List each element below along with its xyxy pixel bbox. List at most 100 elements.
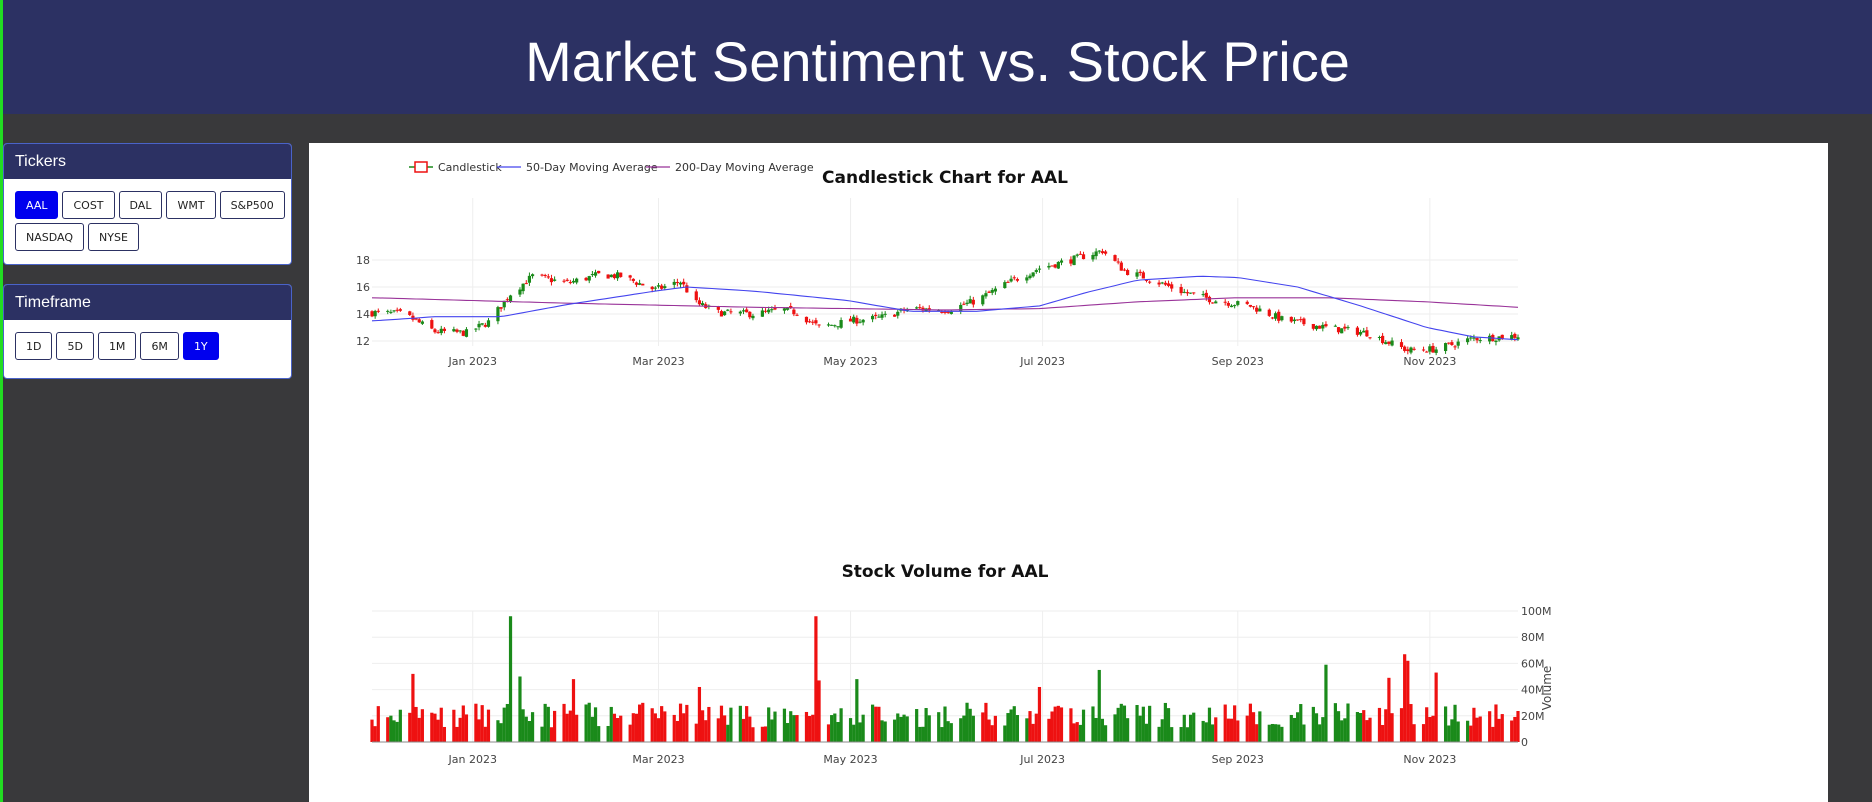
candle-body <box>1126 270 1130 276</box>
timeframe-button-1y[interactable]: 1Y <box>182 332 219 360</box>
volume-bar <box>414 706 418 742</box>
ticker-button-aal[interactable]: AAL <box>15 191 59 219</box>
volume-bar <box>1236 720 1240 742</box>
volume-bar <box>839 708 843 742</box>
candle-body <box>855 317 859 324</box>
app-header: Market Sentiment vs. Stock Price <box>3 0 1872 114</box>
volume-bar <box>918 726 922 742</box>
volume-bar <box>1059 707 1064 742</box>
volume-chart[interactable]: Stock Volume for AAL 0 20M 40M 60M 80M 100M Vol… <box>309 478 1828 802</box>
volume-bar <box>719 705 724 742</box>
volume-bar <box>628 724 632 742</box>
ticker-button-nyse[interactable]: NYSE <box>88 223 139 251</box>
candle-body <box>477 323 481 328</box>
candle-body <box>1141 272 1145 279</box>
y-tick-label: 12 <box>356 335 370 348</box>
volume-bar <box>738 705 742 742</box>
candle-body <box>1207 296 1212 303</box>
volume-bar <box>1472 707 1476 742</box>
timeframe-button-1m[interactable]: 1M <box>97 332 137 360</box>
volume-bar <box>1226 718 1230 742</box>
candle-body <box>1488 335 1492 342</box>
volume-bar <box>741 718 746 742</box>
candle-body <box>1091 254 1095 260</box>
candle-body <box>1355 327 1360 335</box>
ticker-button-cost[interactable]: COST <box>62 191 115 219</box>
volume-bar <box>924 708 928 742</box>
volume-bar <box>408 712 412 742</box>
volume-bar <box>1006 713 1010 742</box>
volume-bar <box>452 709 456 742</box>
candle-body <box>826 324 831 326</box>
candle-body <box>1059 260 1064 263</box>
volume-bar <box>874 706 878 742</box>
candle-body <box>1358 331 1363 335</box>
candle-body <box>962 303 966 305</box>
volume-x-tick-label: Nov 2023 <box>1403 753 1456 766</box>
x-tick-label: May 2023 <box>823 355 877 368</box>
volume-bar <box>1170 727 1174 742</box>
ticker-button-wmt[interactable]: WMT <box>166 191 216 219</box>
volume-bar <box>893 719 897 742</box>
ticker-button-nasdaq[interactable]: NASDAQ <box>15 223 85 251</box>
candle-body <box>543 275 547 277</box>
timeframe-button-1d[interactable]: 1D <box>15 332 53 360</box>
volume-bar <box>675 720 679 742</box>
volume-bar <box>1009 709 1013 742</box>
volume-bar <box>543 703 547 742</box>
volume-bar <box>634 713 639 742</box>
volume-bar <box>1343 718 1347 742</box>
candle-body <box>1037 268 1042 270</box>
candle-body <box>940 311 944 313</box>
volume-bar <box>455 726 459 742</box>
ticker-button-sandp500[interactable]: S&P500 <box>219 191 285 219</box>
volume-bar <box>568 710 572 742</box>
volume-bar <box>1399 708 1404 742</box>
volume-bar <box>1188 714 1193 742</box>
candlestick-chart[interactable]: Candlestick Chart for AAL 12 14 16 18 Jan 202… <box>309 143 1828 473</box>
candle-body <box>1513 333 1517 338</box>
candle-body <box>568 282 572 284</box>
candle-body <box>392 310 396 312</box>
candle-body <box>1160 282 1164 284</box>
volume-bar <box>474 703 478 742</box>
volume-bar <box>1144 723 1149 742</box>
volume-bar <box>700 710 705 742</box>
candle-body <box>1047 265 1051 268</box>
volume-bar <box>1248 703 1252 742</box>
candle-body <box>971 299 975 305</box>
candle-body <box>1034 270 1038 272</box>
candle-body <box>1311 323 1315 329</box>
volume-bar <box>704 720 708 742</box>
volume-bar <box>795 715 799 742</box>
ticker-button-dal[interactable]: DAL <box>118 191 163 219</box>
candle-body <box>965 302 969 304</box>
candle-body <box>458 330 462 332</box>
candle-body <box>700 303 705 306</box>
candle-body <box>792 309 796 315</box>
candle-body <box>1390 340 1394 346</box>
candle-body <box>1324 324 1328 327</box>
volume-bar <box>723 715 727 742</box>
x-tick-label: Mar 2023 <box>632 355 684 368</box>
timeframe-button-6m[interactable]: 6M <box>140 332 179 360</box>
volume-bar <box>848 718 853 742</box>
ma200-line <box>371 297 1519 311</box>
candle-body <box>1182 291 1186 293</box>
candle-body <box>1100 251 1105 254</box>
candle-body <box>685 285 689 293</box>
candle-body <box>562 280 566 282</box>
volume-bar <box>653 713 657 742</box>
candle-body <box>848 318 853 322</box>
timeframe-button-group: 1D 5D 1M 6M 1Y <box>4 320 291 364</box>
volume-bar <box>1447 725 1451 742</box>
volume-bar <box>398 709 402 742</box>
volume-bar <box>817 680 821 742</box>
timeframe-button-5d[interactable]: 5D <box>56 332 94 360</box>
candle-body <box>716 306 720 310</box>
candle-body <box>1318 325 1322 329</box>
volume-bar <box>808 715 812 742</box>
volume-bar <box>609 706 613 742</box>
volume-bar <box>694 723 698 742</box>
candle-body <box>1343 326 1347 329</box>
